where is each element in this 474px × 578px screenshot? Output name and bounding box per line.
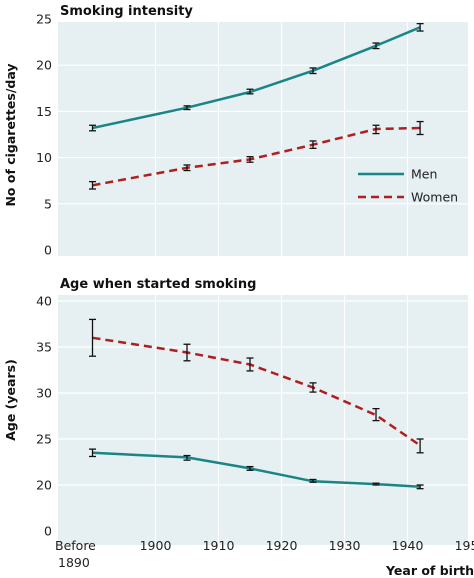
x-tick-label: 1910: [203, 538, 235, 553]
age-started-error-bar-women: [89, 318, 96, 357]
y-axis-label: No of cigarettes/day: [3, 63, 18, 206]
x-tick-label-year: 1890: [58, 555, 90, 570]
intensity-error-bar-men: [416, 22, 424, 32]
intensity-error-bar-men: [309, 67, 317, 75]
age-started-error-bar-women: [183, 343, 191, 362]
intensity-line-men: [92, 26, 421, 130]
age-started-error-bar-men: [372, 482, 380, 486]
age-started-error-bar-women: [309, 382, 317, 393]
panel-age-started-smoking: 0 20 25 30 35 40 Before 1890 1900 1910 1920 1930 19…: [3, 277, 474, 578]
panel-title: Age when started smoking: [60, 277, 256, 292]
y-tick-label: 5: [44, 196, 52, 211]
legend-label-women: Women: [411, 190, 458, 205]
intensity-error-bar-women: [246, 156, 254, 163]
x-tick-label: 1900: [140, 538, 172, 553]
age-started-error-bar-men: [89, 448, 96, 458]
legend-label-men: Men: [411, 167, 437, 182]
y-tick-label: 40: [36, 294, 52, 309]
y-tick-label: 25: [36, 432, 52, 447]
intensity-error-bar-women: [309, 140, 317, 150]
intensity-error-bar-men: [372, 42, 380, 50]
y-tick-label: 35: [36, 340, 52, 355]
x-tick-label: 1920: [266, 538, 298, 553]
x-tick-label: Before: [55, 538, 96, 553]
age-started-error-bar-men: [183, 454, 191, 461]
intensity-line-women: [92, 126, 421, 187]
y-tick-label: 25: [36, 12, 52, 27]
y-tick-label: 20: [36, 58, 52, 73]
panel-background: [58, 295, 468, 545]
intensity-error-bar-men: [89, 124, 96, 132]
y-tick-label: 15: [36, 104, 52, 119]
intensity-error-bar-men: [246, 88, 254, 95]
legend: Men Women: [358, 167, 458, 205]
age-started-line-men: [92, 451, 421, 489]
panel-title: Smoking intensity: [60, 4, 193, 19]
age-started-error-bar-women: [246, 357, 254, 372]
intensity-error-bar-women: [372, 124, 380, 135]
panel-smoking-intensity: 0 5 10 15 20 25 Smoking intensity No of cigar…: [3, 4, 468, 258]
panel-background: [58, 22, 468, 256]
x-axis-label: Year of birth: [385, 563, 474, 578]
y-tick-label: 30: [36, 386, 52, 401]
y-tick-label: 10: [36, 150, 52, 165]
y-tick-label: 0: [44, 524, 52, 539]
intensity-error-bar-men: [183, 105, 191, 111]
x-tick-label: 1950: [455, 538, 474, 553]
age-started-error-bar-men: [416, 484, 424, 490]
intensity-error-bar-women: [416, 120, 424, 136]
intensity-error-bar-women: [89, 180, 96, 190]
y-axis-label: Age (years): [3, 359, 18, 441]
age-started-error-bar-men: [309, 478, 317, 483]
age-started-line-women: [92, 336, 421, 447]
x-tick-label: 1940: [392, 538, 424, 553]
age-started-error-bar-men: [246, 465, 254, 471]
intensity-error-bar-women: [183, 164, 191, 172]
age-started-error-bar-women: [416, 438, 424, 454]
y-tick-label: 20: [36, 478, 52, 493]
y-tick-label: 0: [44, 243, 52, 258]
x-tick-label: 1930: [329, 538, 361, 553]
age-started-error-bar-women: [372, 407, 380, 422]
